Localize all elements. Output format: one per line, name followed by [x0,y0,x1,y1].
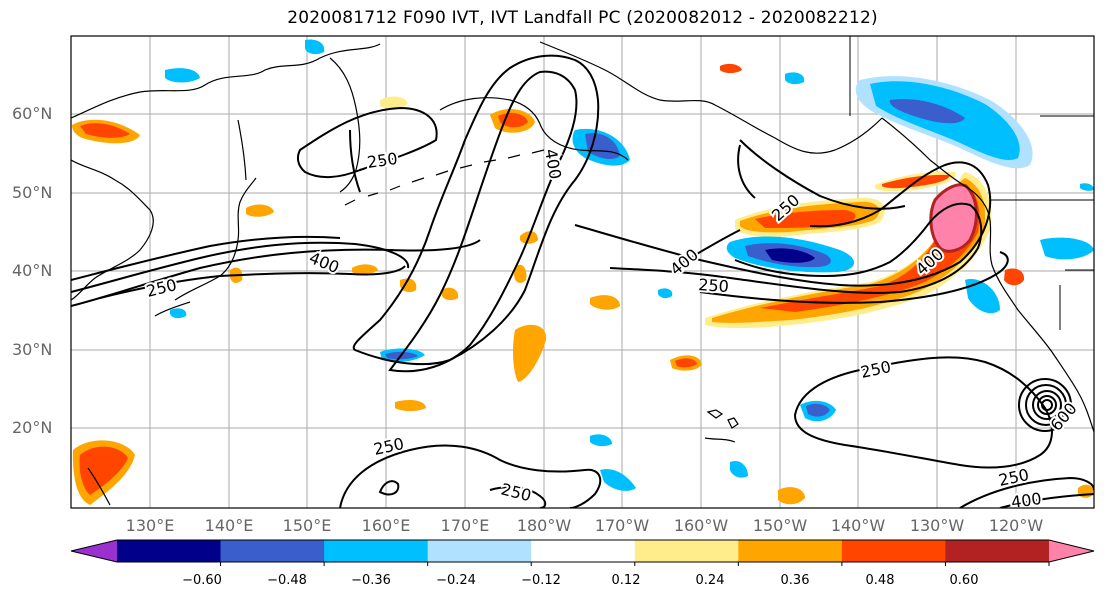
colorbar-swatch [945,540,1050,562]
lat-label: 20°N [12,418,53,437]
map-frame [70,35,1095,509]
lon-label: 160°W [673,516,729,535]
lon-label: 170°E [440,516,490,535]
colorbar-tick-label: −0.36 [351,573,391,588]
ivt-positive-fills [72,63,1094,505]
colorbar-tick-label: 0.12 [611,573,641,588]
colorbar-tick-label: −0.60 [182,573,222,588]
figure-title: 2020081712 F090 IVT, IVT Landfall PC (20… [287,8,878,28]
colorbar-tick-label: 0.24 [695,573,725,588]
lon-label: 160°E [361,516,411,535]
colorbar-swatch [117,540,222,562]
lon-label: 130°W [909,516,965,535]
colorbar-extend-min [71,540,117,562]
colorbar-swatch [841,540,946,562]
contour-label: 250 [698,275,730,296]
contour-400-west [71,241,410,293]
contour-label: 400 [1010,489,1043,512]
colorbar-swatch [220,540,325,562]
ar-band-red [760,184,980,312]
lon-label: 150°E [282,516,332,535]
lon-label: 140°W [830,516,886,535]
lon-label: 180°W [516,516,572,535]
colorbar-tick-label: 0.60 [949,573,979,588]
lat-label: 50°N [12,183,53,202]
lon-label: 130°E [125,516,175,535]
lon-label: 150°W [752,516,808,535]
lon-label: 120°W [988,516,1044,535]
lat-label: 60°N [12,104,53,123]
colorbar-extend-max [1049,540,1094,562]
colorbar-swatch [634,540,739,562]
contour-400-central [388,70,578,373]
colorbar-swatch [531,540,636,562]
ar-core-pink [929,183,978,253]
ar-upper-red [755,210,856,228]
lon-label: 140°E [204,516,254,535]
lat-label: 30°N [12,340,53,359]
colorbar-tick-label: −0.24 [436,573,476,588]
contour-250-central [352,54,600,366]
colorbar-outline [70,539,1095,563]
lon-label: 170°W [594,516,650,535]
contour-400-east [609,202,983,294]
coastlines [71,36,1094,506]
ar-band-orange [712,178,986,323]
colorbar [70,539,1095,566]
ivt-negative-fills [165,39,1094,491]
colorbar-tick-label: 0.36 [780,573,810,588]
colorbar-tick-label: −0.12 [521,573,561,588]
colorbar-swatch [324,540,429,562]
contour-250-west [71,239,481,307]
lat-label: 40°N [12,261,53,280]
contour-250-south [793,356,1053,469]
colorbar-swatch [738,540,843,562]
colorbar-tick-label: 0.48 [865,573,895,588]
colorbar-swatch [427,540,532,562]
ivt-contours [71,54,1094,508]
colorbar-tick-label: −0.48 [267,573,307,588]
contour-250-east [574,161,992,287]
